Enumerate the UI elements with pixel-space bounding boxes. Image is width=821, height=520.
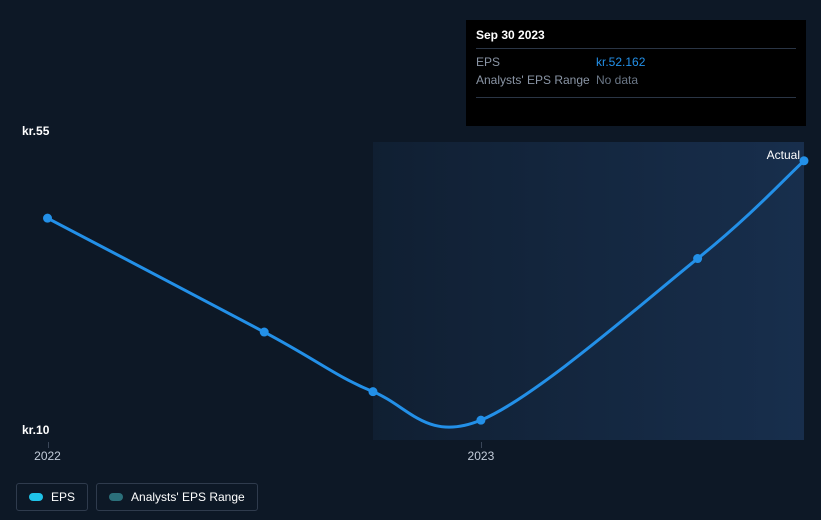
legend-swatch-icon (29, 493, 43, 501)
tooltip-row-label: EPS (476, 55, 596, 69)
tooltip-row-value: kr.52.162 (596, 55, 645, 69)
legend-item-label: EPS (51, 490, 75, 504)
legend-item-eps[interactable]: EPS (16, 483, 88, 511)
legend-swatch-icon (109, 493, 123, 501)
tooltip-row-label: Analysts' EPS Range (476, 73, 596, 87)
x-axis-tick (48, 442, 49, 448)
x-axis-label: 2022 (34, 449, 61, 463)
y-axis-label-top: kr.55 (22, 124, 49, 138)
tooltip-row-value: No data (596, 73, 638, 87)
x-axis-label: 2023 (468, 449, 495, 463)
tooltip-separator (476, 97, 796, 98)
eps-line-chart (16, 142, 804, 440)
tooltip-row: EPS kr.52.162 (476, 53, 796, 71)
tooltip-row: Analysts' EPS Range No data (476, 71, 796, 89)
chart-legend: EPS Analysts' EPS Range (16, 483, 258, 511)
tooltip-title: Sep 30 2023 (476, 28, 796, 49)
x-axis-tick (481, 442, 482, 448)
chart-tooltip: Sep 30 2023 EPS kr.52.162 Analysts' EPS … (466, 20, 806, 126)
legend-item-label: Analysts' EPS Range (131, 490, 245, 504)
legend-item-analysts-range[interactable]: Analysts' EPS Range (96, 483, 258, 511)
